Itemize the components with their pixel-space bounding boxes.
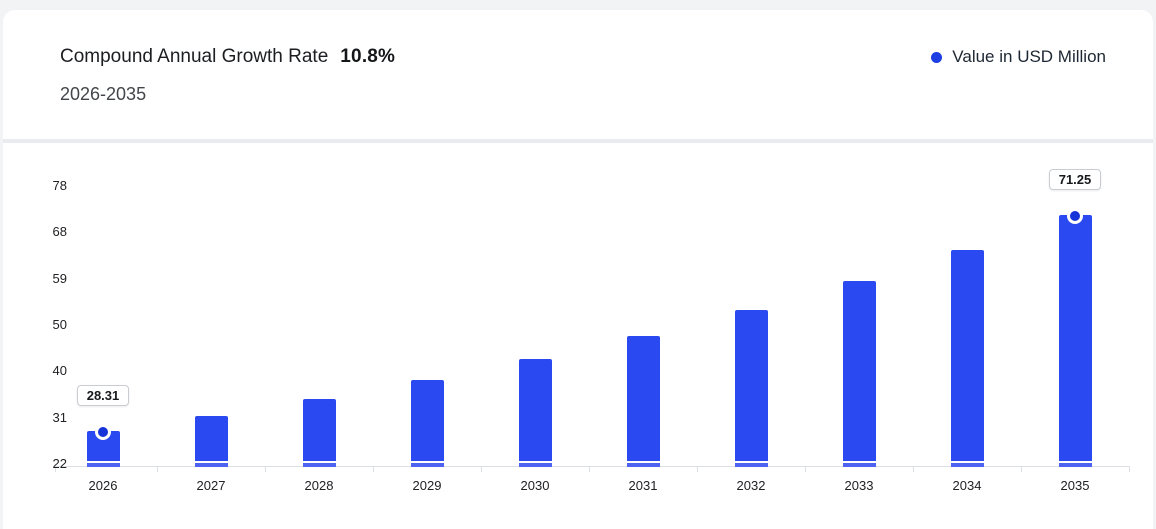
- x-axis-tick: [1021, 465, 1022, 472]
- bar-2031[interactable]: [626, 335, 660, 467]
- bar-base-slab: [86, 462, 120, 467]
- x-tick-label: 2032: [736, 478, 766, 493]
- bar-base-gap: [302, 461, 336, 463]
- chart-header: Compound Annual Growth Rate 10.8% 2026-20…: [3, 10, 1153, 139]
- bar-2032[interactable]: [734, 309, 768, 467]
- bar-base-gap: [626, 461, 660, 463]
- chart-title: Compound Annual Growth Rate: [60, 46, 329, 67]
- bar-2033[interactable]: [842, 281, 876, 467]
- bar-2029[interactable]: [410, 379, 444, 467]
- x-tick-label: 2034: [952, 478, 982, 493]
- bar-base-slab: [734, 462, 768, 467]
- x-tick-label: 2027: [196, 478, 226, 493]
- bar-base-gap: [734, 461, 768, 463]
- y-tick-label: 31: [52, 409, 67, 425]
- y-tick-label: 59: [52, 270, 67, 286]
- x-axis-tick: [157, 465, 158, 472]
- chart-card: Compound Annual Growth Rate 10.8% 2026-20…: [3, 10, 1153, 529]
- x-axis-tick: [1129, 465, 1130, 472]
- legend-label: Value in USD Million: [952, 47, 1106, 66]
- bar-base-gap: [842, 461, 876, 463]
- title-row: Compound Annual Growth Rate 10.8%: [60, 44, 395, 70]
- point-marker[interactable]: [95, 424, 111, 441]
- bar-base-slab: [302, 462, 336, 467]
- value-label: 28.31: [77, 385, 129, 407]
- bar-base-slab: [194, 462, 228, 467]
- header-divider: [3, 139, 1153, 143]
- bar-base-gap: [518, 461, 552, 463]
- bar-2030[interactable]: [518, 358, 552, 467]
- cagr-value: 10.8%: [340, 46, 396, 67]
- bar-base-gap: [410, 461, 444, 463]
- bar-2028[interactable]: [302, 398, 336, 467]
- y-tick-label: 68: [52, 224, 67, 240]
- x-tick-label: 2031: [628, 478, 658, 493]
- x-axis-tick: [805, 465, 806, 472]
- y-tick-label: 50: [52, 317, 67, 332]
- x-axis-tick: [55, 465, 56, 472]
- bar-base-gap: [950, 461, 984, 463]
- y-tick-label: 22: [52, 456, 67, 471]
- chart-subtitle: 2026-2035: [60, 84, 147, 104]
- x-axis-tick: [481, 465, 482, 472]
- bar-base-slab: [410, 462, 444, 467]
- value-label: 71.25: [1049, 168, 1101, 190]
- x-axis-tick: [697, 465, 698, 472]
- x-axis-tick: [589, 465, 590, 472]
- bar-2027[interactable]: [194, 415, 228, 467]
- bar-base-gap: [1058, 461, 1092, 463]
- legend-item[interactable]: Value in USD Million: [931, 46, 1106, 68]
- x-tick-label: 2026: [88, 478, 118, 493]
- x-tick-label: 2028: [304, 478, 334, 493]
- x-axis-tick: [265, 465, 266, 472]
- x-axis-tick: [373, 465, 374, 472]
- y-tick-label: 40: [52, 363, 67, 379]
- x-tick-label: 2035: [1060, 478, 1090, 493]
- bar-base-slab: [1058, 462, 1092, 467]
- bar-base-slab: [626, 462, 660, 467]
- bar-base-gap: [194, 461, 228, 463]
- bar-base-slab: [518, 462, 552, 467]
- x-tick-label: 2029: [412, 478, 442, 493]
- y-tick-label: 78: [52, 178, 67, 193]
- bar-2034[interactable]: [950, 249, 984, 467]
- bar-chart: 22 31 40 50 59 68 78 2026 2027 2028 2029 2030 2031 20…: [3, 10, 1153, 529]
- bar-base-slab: [950, 462, 984, 467]
- x-tick-label: 2030: [520, 478, 550, 493]
- bar-2035[interactable]: [1058, 214, 1092, 467]
- x-tick-label: 2033: [844, 478, 874, 493]
- x-axis-tick: [913, 465, 914, 472]
- bar-base-slab: [842, 462, 876, 467]
- bar-base-gap: [86, 461, 120, 463]
- legend-marker-icon: [931, 51, 943, 63]
- x-axis-line: [55, 465, 1129, 467]
- point-marker[interactable]: [1067, 207, 1083, 224]
